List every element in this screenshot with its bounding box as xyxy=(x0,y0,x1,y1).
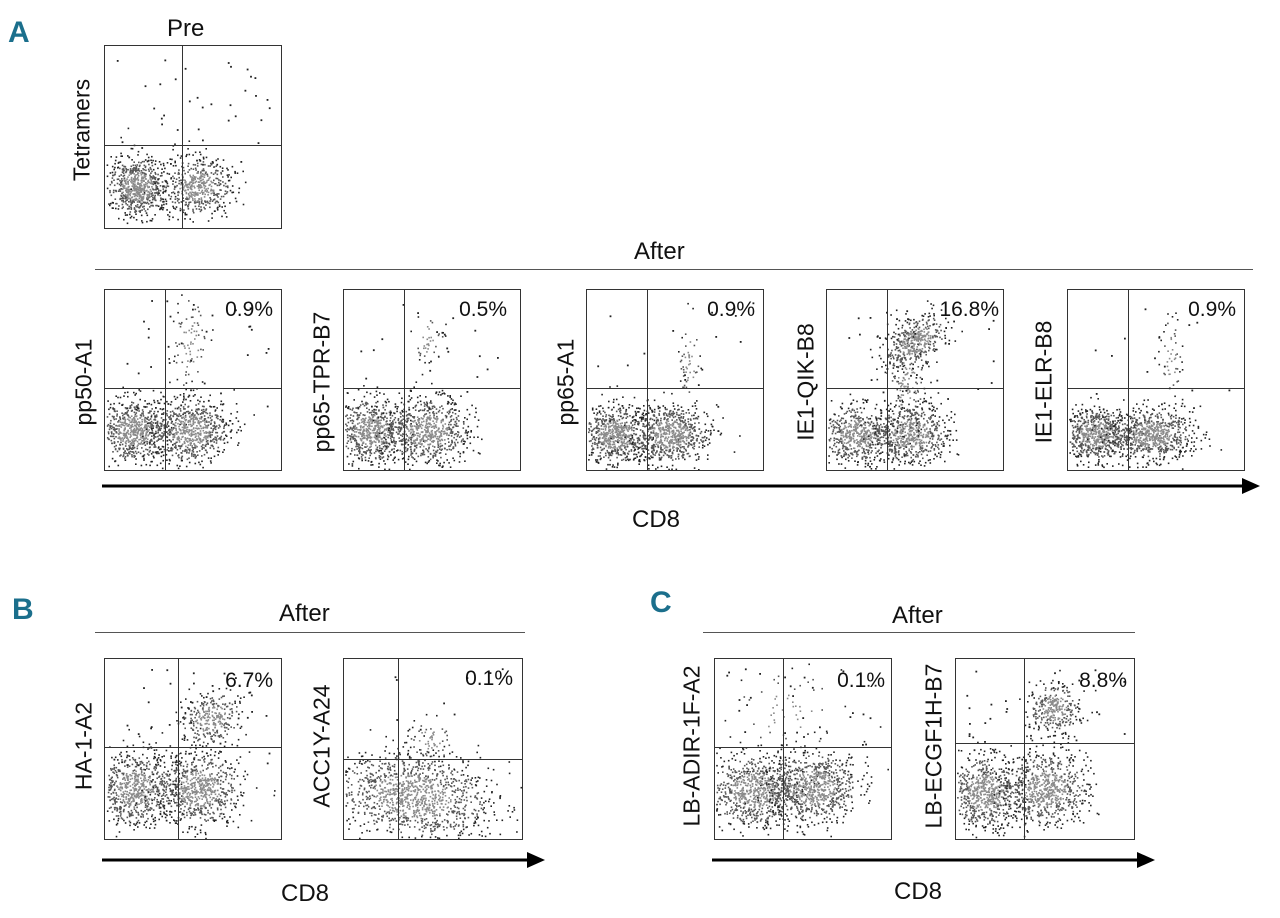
quadrant-vline xyxy=(647,290,648,470)
quadrant-vline xyxy=(182,46,183,228)
ylabel-b1: HA-1-A2 xyxy=(70,701,97,791)
pct-a3: 0.9% xyxy=(707,298,755,321)
density-cloud xyxy=(588,302,755,470)
pre-label: Pre xyxy=(167,15,205,42)
pct-b2: 0.1% xyxy=(465,667,513,690)
density-cloud xyxy=(957,669,1126,839)
plot-c2 xyxy=(955,658,1135,840)
ylabel-a1: pp50-A1 xyxy=(70,338,97,426)
density-cloud xyxy=(1069,308,1231,470)
xlabel-a: CD8 xyxy=(632,506,681,533)
quadrant-hline xyxy=(1068,388,1244,389)
quadrant-hline xyxy=(344,759,522,760)
ylabel-a2: pp65-TPR-B7 xyxy=(308,311,335,453)
after-rule-b xyxy=(95,632,525,633)
panel-letter-b: B xyxy=(12,593,34,626)
quadrant-hline xyxy=(956,743,1134,744)
after-label-c: After xyxy=(892,602,943,629)
xlabel-c: CD8 xyxy=(894,878,943,905)
quadrant-vline xyxy=(887,290,888,470)
plot-b1 xyxy=(104,658,282,840)
quadrant-vline xyxy=(783,659,784,839)
density-cloud xyxy=(106,59,271,225)
quadrant-hline xyxy=(105,388,281,389)
xlabel-b: CD8 xyxy=(281,880,330,907)
density-cloud xyxy=(106,669,276,839)
pct-c2: 8.8% xyxy=(1079,669,1127,692)
cd8-arrow-a xyxy=(102,478,1260,494)
panel-letter-a: A xyxy=(8,16,30,49)
quadrant-vline xyxy=(1128,290,1129,470)
cd8-arrow-c xyxy=(712,852,1155,868)
plot-a2 xyxy=(343,289,521,471)
ylabel-a4: IE1-QIK-B8 xyxy=(792,323,819,441)
density-cloud xyxy=(345,304,499,470)
quadrant-hline xyxy=(105,747,281,748)
after-label-a: After xyxy=(634,238,685,265)
ylabel-b2: ACC1Y-A24 xyxy=(308,684,335,808)
ylabel-c2: LB-ECGF1H-B7 xyxy=(920,663,947,829)
after-label-b: After xyxy=(279,600,330,627)
quadrant-hline xyxy=(587,388,763,389)
quadrant-hline xyxy=(105,145,281,146)
plot-b2 xyxy=(343,658,523,840)
pct-a5: 0.9% xyxy=(1188,298,1236,321)
plot-pre xyxy=(104,45,282,229)
density-cloud xyxy=(716,663,889,838)
quadrant-vline xyxy=(398,659,399,839)
pct-c1: 0.1% xyxy=(837,669,885,692)
plot-a5 xyxy=(1067,289,1245,471)
after-rule-a xyxy=(95,269,1253,270)
panel-letter-c: C xyxy=(650,586,672,619)
quadrant-hline xyxy=(344,388,520,389)
quadrant-vline xyxy=(1024,659,1025,839)
pct-a4: 16.8% xyxy=(939,298,999,321)
quadrant-hline xyxy=(715,747,891,748)
cd8-arrow-b xyxy=(102,852,545,868)
ylabel-a3: pp65-A1 xyxy=(552,338,579,426)
pre-ylabel: Tetramers xyxy=(68,78,95,182)
quadrant-vline xyxy=(165,290,166,470)
plot-c1 xyxy=(714,658,892,840)
ylabel-c1: LB-ADIR-1F-A2 xyxy=(678,665,705,827)
ylabel-a5: IE1-ELR-B8 xyxy=(1030,320,1057,444)
density-cloud xyxy=(345,668,522,839)
quadrant-vline xyxy=(178,659,179,839)
density-cloud xyxy=(106,294,270,470)
pct-a2: 0.5% xyxy=(459,298,507,321)
pct-b1: 6.7% xyxy=(225,669,273,692)
plot-a4 xyxy=(826,289,1004,471)
plot-a1 xyxy=(104,289,282,471)
pct-a1: 0.9% xyxy=(225,298,273,321)
after-rule-c xyxy=(703,632,1135,633)
plot-a3 xyxy=(586,289,764,471)
quadrant-vline xyxy=(404,290,405,470)
quadrant-hline xyxy=(827,388,1003,389)
